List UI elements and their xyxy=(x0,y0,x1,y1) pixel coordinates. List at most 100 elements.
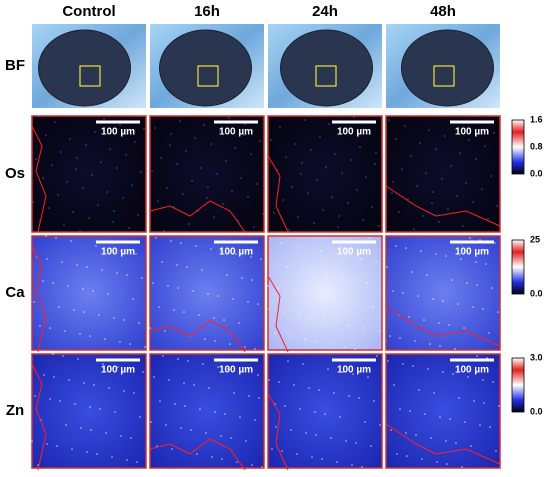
speckle xyxy=(351,279,353,281)
speckle xyxy=(286,266,288,268)
image-panel: 100 µm xyxy=(267,353,383,471)
tissue-outline xyxy=(31,125,47,233)
speckle xyxy=(414,340,416,342)
image-panel: 100 µm xyxy=(267,115,383,233)
speckle xyxy=(182,193,184,195)
row-label: BF xyxy=(5,57,25,74)
speckle xyxy=(134,141,136,143)
speckle xyxy=(143,128,145,130)
speckle xyxy=(368,133,370,135)
speckle xyxy=(407,198,409,200)
speckle xyxy=(179,120,181,122)
speckle xyxy=(482,308,484,310)
speckle xyxy=(216,173,218,175)
speckle xyxy=(100,161,102,163)
colorbar-label: 1.6 xyxy=(530,114,543,124)
speckle xyxy=(424,413,426,415)
speckle xyxy=(435,148,437,150)
speckle xyxy=(128,227,130,229)
speckle xyxy=(279,126,281,128)
scale-bar-label: 100 µm xyxy=(455,365,489,376)
speckle xyxy=(464,421,466,423)
speckle xyxy=(231,190,233,192)
image-panel: 100 µm xyxy=(385,115,501,233)
speckle xyxy=(445,255,447,257)
speckle xyxy=(411,271,413,273)
speckle xyxy=(432,191,434,193)
speckle xyxy=(370,445,372,447)
speckle xyxy=(478,115,480,117)
speckle xyxy=(204,338,206,340)
tissue-section xyxy=(401,29,494,107)
speckle xyxy=(485,263,487,265)
speckle xyxy=(236,461,238,463)
speckle xyxy=(109,148,111,150)
speckle xyxy=(108,387,110,389)
speckle xyxy=(82,288,84,290)
speckle xyxy=(277,287,279,289)
scale-bar-label: 100 µm xyxy=(337,365,371,376)
image-panel: 100 µm xyxy=(31,115,147,233)
speckle xyxy=(107,293,109,295)
tissue-outline xyxy=(149,438,246,471)
speckle xyxy=(131,184,133,186)
speckle xyxy=(422,215,424,217)
speckle xyxy=(69,138,71,140)
speckle xyxy=(163,230,165,232)
speckle xyxy=(496,205,498,207)
speckle xyxy=(359,146,361,148)
speckle xyxy=(75,168,77,170)
speckle xyxy=(484,145,486,147)
roi-box xyxy=(315,65,337,87)
speckle xyxy=(371,206,373,208)
speckle xyxy=(275,426,277,428)
speckle xyxy=(207,186,209,188)
speckle xyxy=(198,314,200,316)
speckle xyxy=(244,346,246,348)
image-panel: 100 µm xyxy=(385,235,501,351)
speckle xyxy=(441,178,443,180)
speckle xyxy=(457,303,459,305)
panel-bg xyxy=(149,115,265,233)
speckle xyxy=(353,116,355,118)
speckle xyxy=(54,121,56,123)
speckle xyxy=(490,175,492,177)
speckle xyxy=(76,264,78,266)
speckle xyxy=(366,282,368,284)
speckle xyxy=(446,463,448,465)
speckle xyxy=(311,456,313,458)
speckle xyxy=(483,402,485,404)
speckle xyxy=(299,408,301,410)
speckle xyxy=(432,298,434,300)
speckle xyxy=(247,301,249,303)
speckle xyxy=(254,348,256,350)
speckle xyxy=(43,374,45,376)
speckle xyxy=(410,155,412,157)
tissue-outline xyxy=(267,393,289,471)
speckle xyxy=(421,458,423,460)
speckle xyxy=(241,277,243,279)
speckle xyxy=(82,187,84,189)
speckle xyxy=(188,223,190,225)
colorbar xyxy=(511,239,525,295)
speckle xyxy=(469,128,471,130)
speckle xyxy=(180,242,182,244)
speckle xyxy=(270,139,272,141)
speckle xyxy=(250,153,252,155)
speckle xyxy=(141,277,143,279)
speckle xyxy=(450,165,452,167)
scale-bar-label: 100 µm xyxy=(101,365,135,376)
speckle xyxy=(462,225,464,227)
speckle xyxy=(90,429,92,431)
speckle xyxy=(290,429,292,431)
speckle xyxy=(320,250,322,252)
speckle xyxy=(399,337,401,339)
speckle xyxy=(65,424,67,426)
speckle xyxy=(247,196,249,198)
speckle xyxy=(170,133,172,135)
speckle xyxy=(416,185,418,187)
speckle xyxy=(106,191,108,193)
speckle xyxy=(119,124,121,126)
speckle xyxy=(305,432,307,434)
